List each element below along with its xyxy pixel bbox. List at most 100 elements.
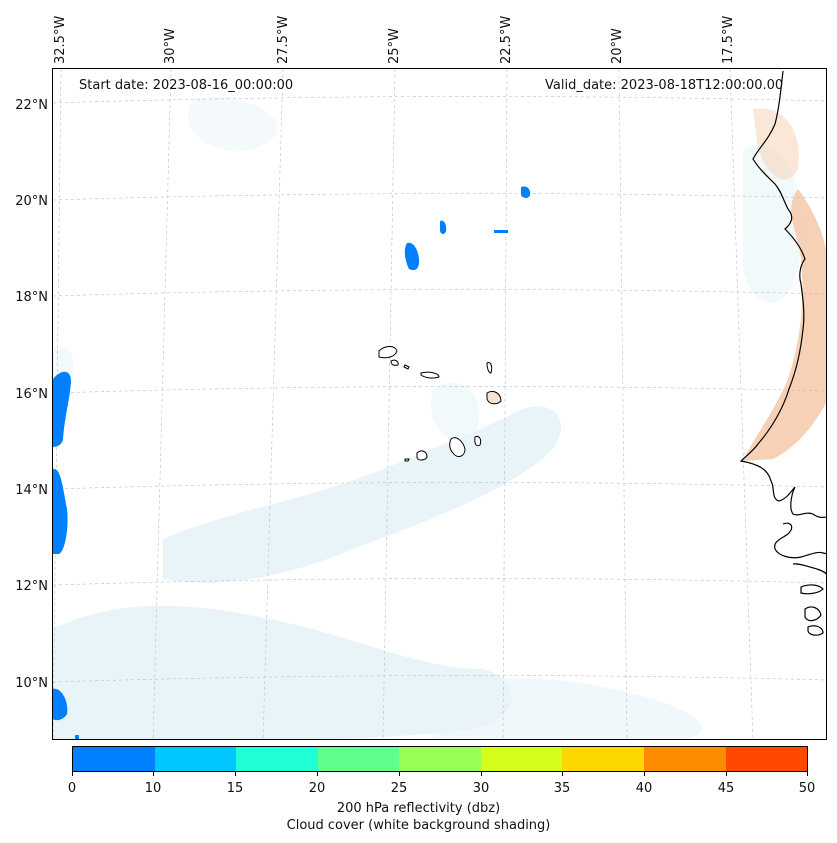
island bbox=[420, 371, 440, 379]
colorbar-tick-label: 35 bbox=[553, 781, 571, 796]
cape-verde-islands bbox=[378, 346, 502, 462]
lon-tick-label: 25°W bbox=[387, 28, 402, 64]
colorbar bbox=[72, 746, 808, 772]
island bbox=[486, 390, 502, 405]
reflectivity-blob bbox=[494, 230, 508, 233]
lon-gridline bbox=[729, 69, 754, 739]
lat-tick-label: 10°N bbox=[15, 676, 48, 691]
island bbox=[486, 362, 493, 374]
island bbox=[390, 359, 399, 366]
africa-coastline bbox=[800, 584, 824, 595]
colorbar-tick-label: 45 bbox=[717, 781, 735, 796]
map-panel[interactable] bbox=[52, 68, 827, 740]
valid-date-label: Valid_date: 2023-08-18T12:00:00.00 bbox=[545, 78, 784, 93]
colorbar-tick-label: 30 bbox=[472, 781, 490, 796]
cloud-patch bbox=[433, 678, 703, 739]
cloud-patch bbox=[53, 667, 122, 739]
colorbar-tick bbox=[235, 772, 236, 776]
reflectivity-blob bbox=[404, 242, 420, 271]
lon-tick-label: 27.5°W bbox=[276, 15, 291, 64]
cloud-patch bbox=[431, 382, 480, 442]
island bbox=[416, 450, 428, 461]
island bbox=[403, 364, 410, 370]
colorbar-segment bbox=[480, 747, 563, 771]
lon-tick-label: 30°W bbox=[163, 28, 178, 64]
coastline bbox=[739, 70, 826, 636]
colorbar-tick bbox=[726, 772, 727, 776]
colorbar-tick-label: 25 bbox=[390, 781, 408, 796]
cloud-patch bbox=[163, 406, 562, 583]
africa-coastline bbox=[774, 522, 826, 559]
land-warm-patch bbox=[743, 189, 826, 461]
start-date-label: Start date: 2023-08-16_00:00:00 bbox=[79, 78, 294, 93]
colorbar-segment bbox=[562, 747, 644, 771]
lat-tick-label: 12°N bbox=[15, 579, 48, 594]
lon-gridline bbox=[382, 69, 396, 739]
colorbar-tick-label: 50 bbox=[798, 781, 816, 796]
island bbox=[404, 458, 410, 462]
colorbar-segment bbox=[725, 747, 808, 771]
lat-gridline bbox=[53, 289, 826, 297]
colorbar-segment bbox=[399, 747, 481, 771]
cloud-patch bbox=[743, 145, 802, 303]
lon-tick-label: 22.5°W bbox=[499, 15, 514, 64]
colorbar-tick-label: 0 bbox=[67, 781, 77, 796]
lat-tick-label: 16°N bbox=[15, 387, 48, 402]
map-canvas bbox=[53, 69, 826, 739]
colorbar-segment bbox=[236, 747, 318, 771]
lon-gridline bbox=[262, 69, 284, 739]
colorbar-tick bbox=[481, 772, 482, 776]
colorbar-segment bbox=[154, 747, 237, 771]
lat-gridline bbox=[53, 96, 826, 104]
africa-coastline bbox=[792, 563, 826, 575]
colorbar-tick bbox=[72, 772, 73, 776]
africa-coastline bbox=[804, 606, 822, 622]
lat-gridline bbox=[53, 482, 826, 490]
reflectivity-blob bbox=[75, 735, 79, 739]
lat-tick-label: 14°N bbox=[15, 483, 48, 498]
colorbar-tick bbox=[644, 772, 645, 776]
colorbar-tick bbox=[153, 772, 154, 776]
island bbox=[474, 436, 482, 447]
lon-tick-label: 32.5°W bbox=[53, 15, 68, 64]
lat-gridline bbox=[53, 578, 826, 586]
island bbox=[378, 346, 398, 359]
colorbar-title: 200 hPa reflectivity (dbz) bbox=[336, 801, 501, 816]
colorbar-tick bbox=[399, 772, 400, 776]
colorbar-tick-label: 20 bbox=[308, 781, 326, 796]
lat-tick-label: 20°N bbox=[15, 194, 48, 209]
colorbar-tick-label: 10 bbox=[144, 781, 162, 796]
cloud-patch bbox=[53, 605, 512, 739]
colorbar-segment bbox=[73, 747, 155, 771]
land-warm-shading bbox=[743, 108, 826, 461]
lat-gridline bbox=[53, 386, 826, 394]
colorbar-tick bbox=[317, 772, 318, 776]
cloud-patch bbox=[187, 97, 278, 151]
africa-coastline bbox=[807, 625, 824, 636]
lat-gridline bbox=[53, 675, 826, 683]
reflectivity-blobs bbox=[53, 186, 531, 739]
lon-gridline bbox=[152, 69, 172, 739]
lat-tick-label: 18°N bbox=[15, 290, 48, 305]
africa-coastline bbox=[739, 70, 826, 518]
lon-tick-label: 20°W bbox=[610, 28, 625, 64]
reflectivity-blob bbox=[53, 688, 68, 721]
colorbar-subtitle: Cloud cover (white background shading) bbox=[286, 818, 551, 833]
lat-gridline bbox=[53, 193, 826, 201]
colorbar-tick bbox=[562, 772, 563, 776]
colorbar-tick bbox=[807, 772, 808, 776]
land-warm-patch bbox=[753, 108, 799, 180]
reflectivity-blob bbox=[440, 220, 447, 234]
island bbox=[449, 437, 466, 457]
lat-tick-label: 22°N bbox=[15, 98, 48, 113]
lon-tick-label: 17.5°W bbox=[721, 15, 736, 64]
colorbar-tick-label: 15 bbox=[226, 781, 244, 796]
reflectivity-blob bbox=[53, 468, 68, 554]
colorbar-tick-label: 40 bbox=[635, 781, 653, 796]
lon-gridline bbox=[618, 69, 628, 739]
colorbar-segment bbox=[317, 747, 400, 771]
colorbar-segment bbox=[643, 747, 726, 771]
reflectivity-blob bbox=[521, 186, 531, 198]
reflectivity-blob bbox=[53, 371, 71, 447]
lon-gridline bbox=[502, 69, 508, 739]
